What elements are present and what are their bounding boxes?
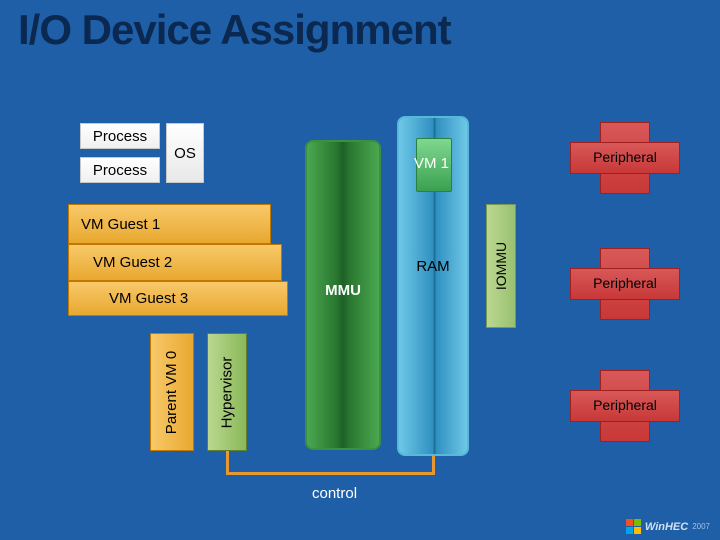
os-box: OS (166, 123, 204, 183)
control-label: control (312, 485, 357, 502)
footer-year: 2007 (692, 522, 710, 531)
parent-vm0-label: Parent VM 0 (164, 350, 181, 433)
vm-guest-1-label: VM Guest 1 (81, 216, 160, 233)
mmu-pillar: MMU (305, 140, 381, 450)
peripheral-label: Peripheral (570, 275, 680, 291)
hypervisor-label: Hypervisor (219, 356, 236, 428)
vm-guest-2: VM Guest 2 (68, 244, 282, 281)
bracket-h (226, 472, 435, 475)
iommu: IOMMU (486, 204, 516, 328)
vm-guest-3: VM Guest 3 (68, 281, 288, 316)
ms-icon (626, 519, 641, 534)
process-box-2: Process (80, 157, 160, 183)
peripheral-label: Peripheral (570, 149, 680, 165)
vm-guest-1: VM Guest 1 (68, 204, 271, 244)
mmu-label: MMU (325, 282, 361, 299)
footer-logo: WinHEC 2007 (626, 519, 710, 534)
process-box-1: Process (80, 123, 160, 149)
peripheral-2: Peripheral (570, 248, 680, 320)
bracket-right-v (432, 456, 435, 475)
process-label: Process (93, 128, 147, 145)
page-title: I/O Device Assignment (18, 6, 451, 54)
ram-label: RAM (416, 258, 449, 275)
vm1-label: VM 1 (414, 155, 449, 172)
process-label: Process (93, 162, 147, 179)
peripheral-1: Peripheral (570, 122, 680, 194)
os-label: OS (174, 145, 196, 162)
peripheral-3: Peripheral (570, 370, 680, 442)
hypervisor: Hypervisor (207, 333, 247, 451)
parent-vm0: Parent VM 0 (150, 333, 194, 451)
vm-guest-3-label: VM Guest 3 (109, 290, 188, 307)
vm-guest-2-label: VM Guest 2 (93, 254, 172, 271)
iommu-label: IOMMU (493, 242, 509, 290)
footer-brand: WinHEC (645, 521, 688, 533)
peripheral-label: Peripheral (570, 397, 680, 413)
